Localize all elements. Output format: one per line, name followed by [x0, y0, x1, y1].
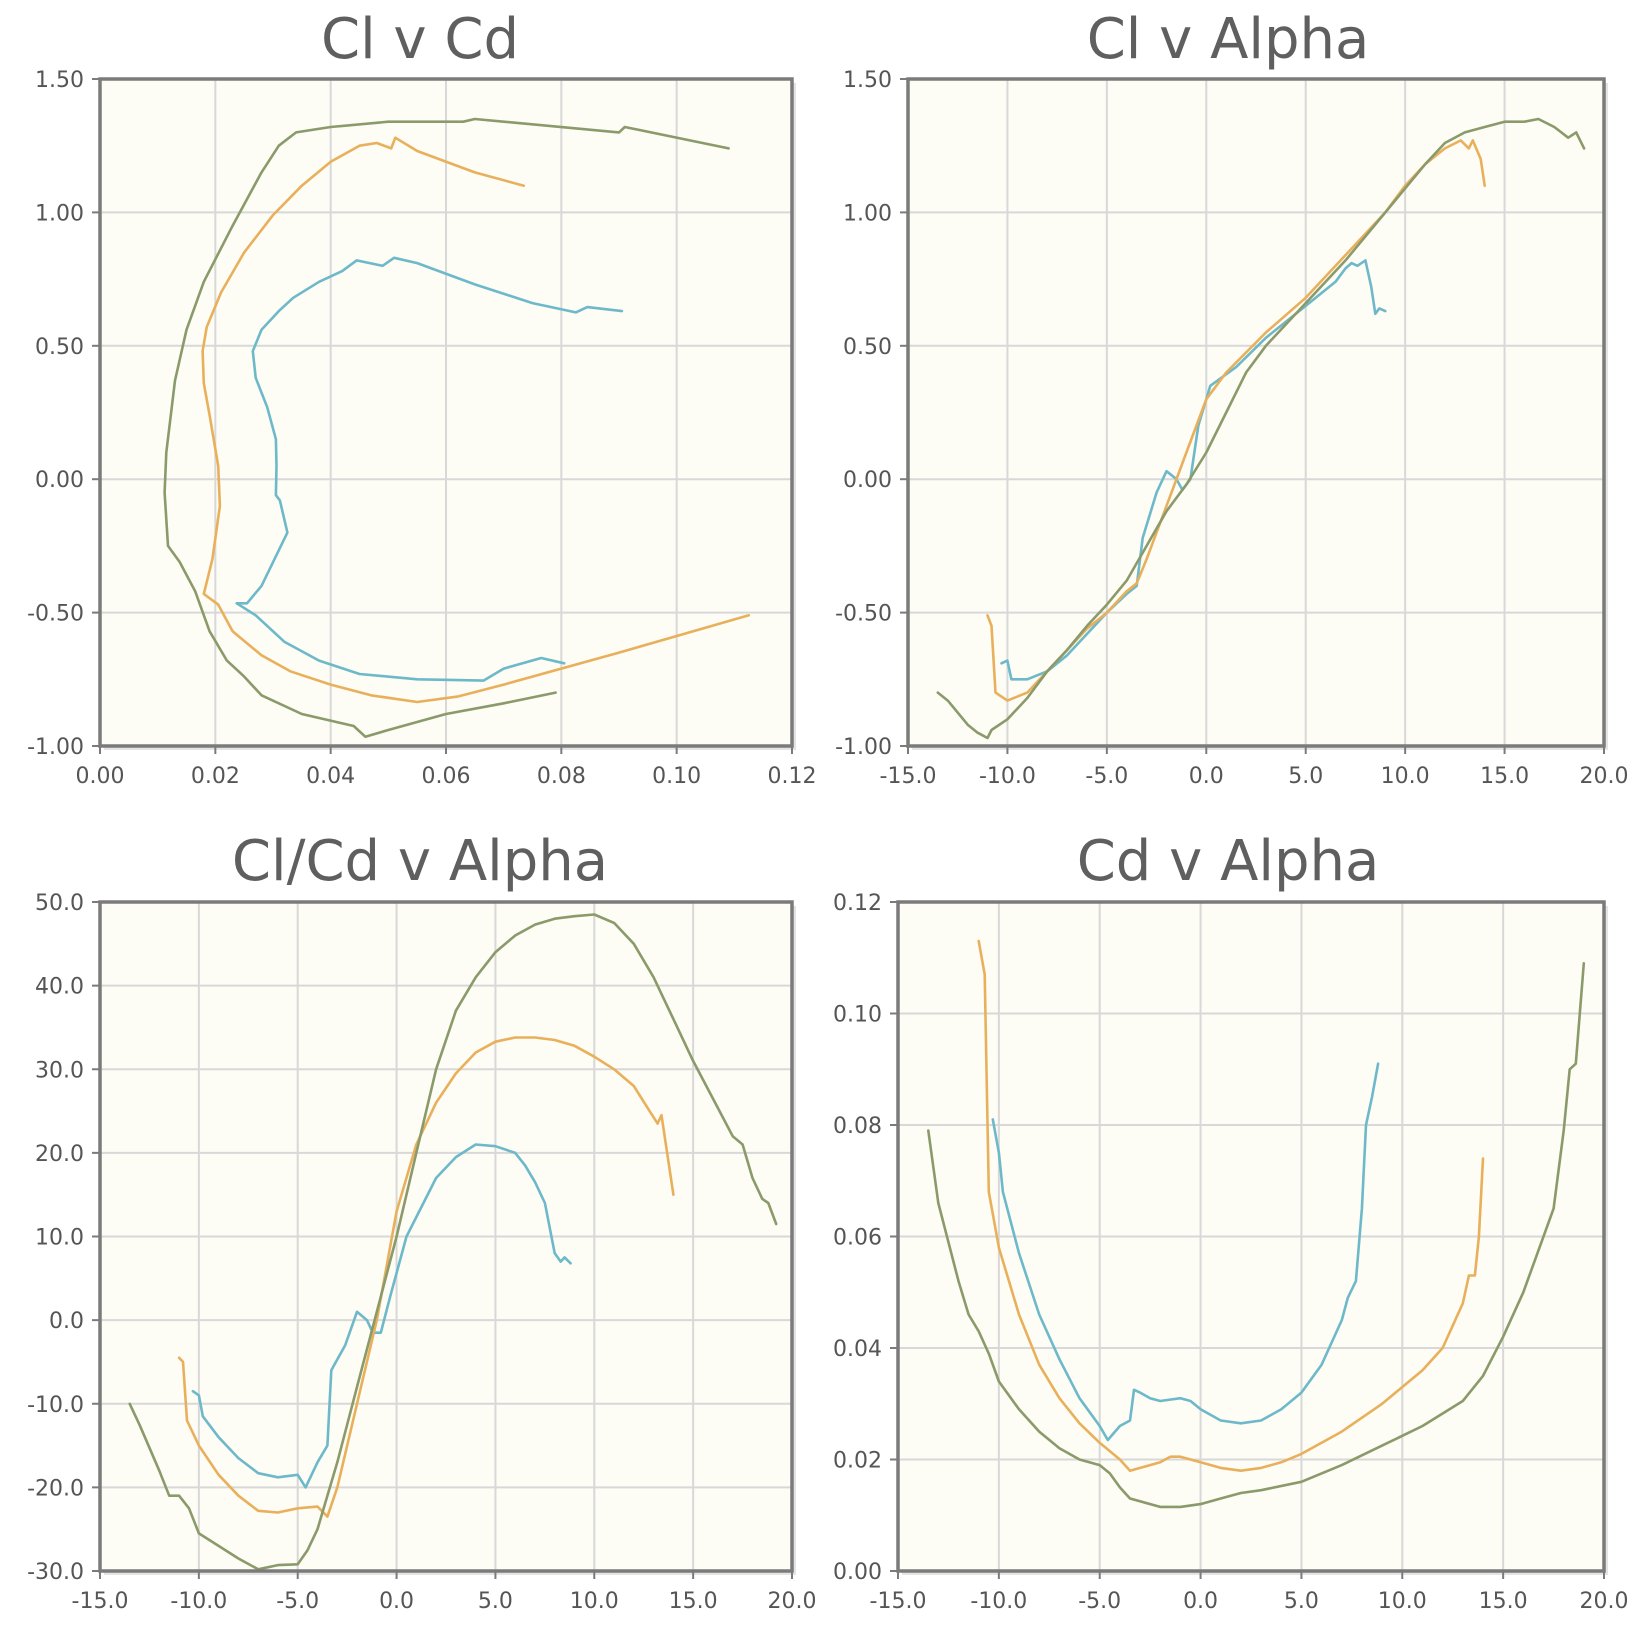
chart-title: Cl/Cd v Alpha [232, 829, 608, 894]
chart-title: Cl v Alpha [1087, 7, 1370, 72]
y-tick-label: 1.00 [843, 201, 892, 226]
x-tick-label: 0.0 [379, 1589, 414, 1614]
y-tick-label: -1.00 [27, 735, 84, 760]
y-tick-label: 1.50 [35, 68, 84, 93]
x-tick-label: 15.0 [1480, 764, 1529, 789]
y-tick-label: 0.08 [833, 1114, 882, 1139]
series-line-2 [177, 1036, 675, 1518]
x-tick-label: -10.0 [170, 1589, 227, 1614]
x-tick-label: -15.0 [870, 1589, 927, 1614]
y-tick-label: 0.04 [833, 1337, 882, 1362]
series-line-1 [235, 256, 624, 682]
y-tick-label: 0.00 [833, 1560, 882, 1585]
x-tick-label: -5.0 [1078, 1589, 1121, 1614]
x-tick-label: -15.0 [72, 1589, 129, 1614]
y-tick-label: 0.10 [833, 1003, 882, 1028]
y-tick-label: 0.0 [49, 1309, 84, 1334]
x-tick-label: 0.12 [768, 764, 817, 789]
x-tick-label: 0.04 [306, 764, 355, 789]
y-tick-label: 0.50 [843, 335, 892, 360]
series-line-3 [163, 117, 730, 738]
y-tick-label: -0.50 [27, 602, 84, 627]
x-tick-label: 0.00 [76, 764, 125, 789]
y-tick-label: 50.0 [35, 891, 84, 916]
x-tick-label: -5.0 [276, 1589, 319, 1614]
y-tick-label: 40.0 [35, 975, 84, 1000]
y-tick-label: 0.12 [833, 891, 882, 916]
chart-cl-cd-v-alpha: Cl/Cd v Alpha -15.0 -10.0 -5.0 0.0 5.0 10.0 15… [27, 829, 816, 1614]
x-tick-label: 15.0 [669, 1589, 718, 1614]
plot-frame [906, 77, 1606, 748]
chart-title: Cl v Cd [321, 7, 519, 72]
y-tick-label: -10.0 [27, 1393, 84, 1418]
y-tick-label: 20.0 [35, 1142, 84, 1167]
y-tick-label: 30.0 [35, 1058, 84, 1083]
x-tick-label: -15.0 [880, 764, 937, 789]
plot-area [908, 79, 1604, 746]
series-line-2 [977, 939, 1485, 1472]
y-tick-label: -0.50 [835, 602, 892, 627]
chart-cd-v-alpha: Cd v Alpha -15.0 -10.0 -5.0 0.0 5.0 10.0 15.0 2… [833, 829, 1628, 1614]
series-line-1 [991, 1062, 1380, 1442]
x-tick-label: 0.02 [191, 764, 240, 789]
x-tick-label: 20.0 [1580, 764, 1629, 789]
y-tick-label: 0.50 [35, 335, 84, 360]
x-tick-label: -10.0 [970, 1589, 1027, 1614]
x-tick-label: 5.0 [1288, 764, 1323, 789]
chart-cl-v-cd: Cl v Cd 0.00 0.02 0.04 0.06 0.08 0.10 0.12 -1.0… [27, 7, 816, 789]
y-tick-label: 1.50 [843, 68, 892, 93]
y-tick-label: 0.06 [833, 1226, 882, 1251]
x-tick-label: 5.0 [478, 1589, 513, 1614]
x-tick-label: 0.0 [1189, 764, 1224, 789]
x-tick-label: 0.10 [652, 764, 701, 789]
chart-title: Cd v Alpha [1077, 829, 1380, 894]
y-tick-label: 0.00 [35, 468, 84, 493]
series-line-2 [986, 139, 1486, 702]
x-tick-label: 20.0 [768, 1589, 817, 1614]
y-tick-label: -1.00 [835, 735, 892, 760]
y-tick-label: 1.00 [35, 201, 84, 226]
y-tick-label: 0.00 [843, 468, 892, 493]
x-tick-label: -10.0 [979, 764, 1036, 789]
x-tick-label: 10.0 [570, 1589, 619, 1614]
y-tick-label: 10.0 [35, 1226, 84, 1251]
y-tick-label: -30.0 [27, 1560, 84, 1585]
series-line-3 [927, 962, 1586, 1509]
x-tick-label: -5.0 [1085, 764, 1128, 789]
y-tick-label: -20.0 [27, 1476, 84, 1501]
x-tick-label: 20.0 [1580, 1589, 1629, 1614]
x-tick-label: 0.06 [422, 764, 471, 789]
series-line-2 [201, 136, 751, 704]
x-tick-label: 10.0 [1381, 764, 1430, 789]
series-line-3 [936, 117, 1586, 740]
series-line-3 [128, 913, 778, 1571]
x-tick-label: 0.0 [1183, 1589, 1218, 1614]
chart-cl-v-alpha: Cl v Alpha -15.0 -10.0 -5.0 0.0 5.0 10.0 15.0 2… [835, 7, 1628, 789]
x-tick-label: 5.0 [1284, 1589, 1319, 1614]
y-tick-label: 0.02 [833, 1449, 882, 1474]
x-tick-label: 15.0 [1479, 1589, 1528, 1614]
x-tick-label: 10.0 [1378, 1589, 1427, 1614]
x-tick-label: 0.08 [537, 764, 586, 789]
